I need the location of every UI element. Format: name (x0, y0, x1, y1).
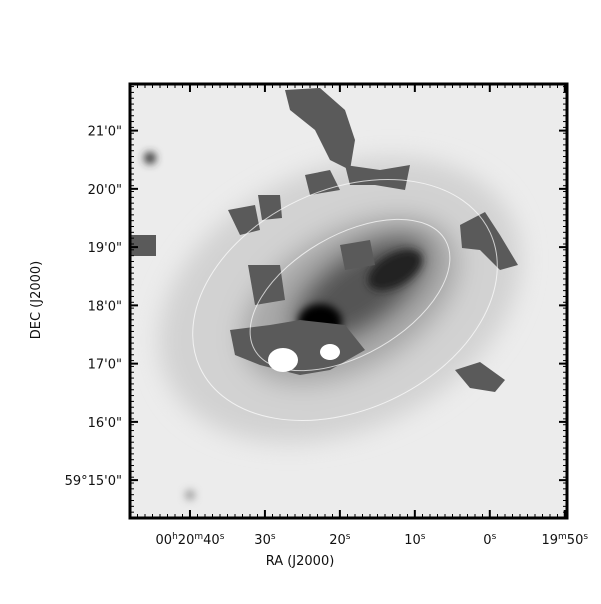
y-tick-label: 19'0" (88, 241, 122, 256)
y-tick-label: 21'0" (88, 125, 122, 140)
y-tick-label: 16'0" (88, 416, 122, 431)
contour-regions (130, 88, 518, 392)
y-tick-label: 18'0" (88, 299, 122, 314)
x-tick-label: 0s (483, 532, 496, 548)
x-tick-label: 30s (254, 532, 276, 548)
x-tick-label: 19m50s (541, 532, 588, 548)
y-tick-label: 17'0" (88, 358, 122, 373)
x-tick-label: 00h20m40s (156, 532, 225, 548)
y-tick-label: 20'0" (88, 183, 122, 198)
y-tick-label: 59°15'0" (65, 474, 122, 489)
sky-image (130, 84, 567, 518)
x-tick-label: 20s (329, 532, 351, 548)
y-axis-label: DEC (J2000) (29, 261, 44, 340)
frame (128, 82, 569, 520)
x-axis-label: RA (J2000) (266, 554, 335, 569)
x-tick-label: 10s (404, 532, 426, 548)
